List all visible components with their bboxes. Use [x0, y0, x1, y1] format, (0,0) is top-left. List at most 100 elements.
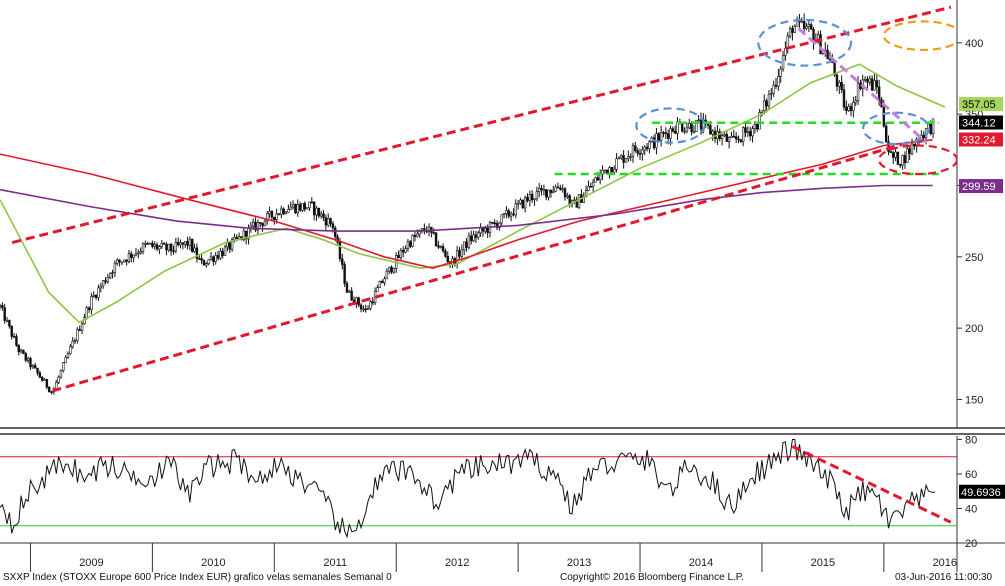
candle-body — [500, 214, 503, 224]
candle-body — [219, 250, 222, 259]
candle-body — [364, 308, 367, 311]
candle-body — [835, 74, 839, 87]
candle-body — [144, 243, 147, 245]
price-tag-label: 357.05 — [962, 99, 996, 111]
candle-body — [92, 294, 95, 297]
candle-body — [910, 143, 914, 154]
candle-body — [296, 204, 299, 214]
candle-body — [819, 34, 822, 54]
candle-body — [202, 259, 206, 266]
candle-body — [3, 307, 6, 321]
candle-body — [158, 246, 161, 250]
candle-body — [371, 301, 374, 304]
candle-body — [12, 336, 16, 338]
candle-body — [624, 158, 628, 163]
candle-body — [378, 281, 381, 288]
candle-body — [235, 237, 238, 239]
candle-body — [101, 280, 105, 287]
candle-body — [610, 166, 614, 173]
candle-body — [357, 297, 360, 306]
footer-timestamp: 03-Jun-2016 11:00:30 — [895, 572, 993, 583]
candle-body — [380, 281, 384, 284]
oscillator-value-label: 49.6936 — [961, 487, 1001, 499]
candle-body — [270, 211, 274, 218]
candle-body — [305, 207, 309, 210]
candle-body — [894, 151, 897, 158]
candle-body — [774, 84, 778, 87]
candle-body — [420, 228, 424, 231]
candle-body — [856, 82, 860, 101]
candle-body — [277, 213, 281, 216]
candle-body — [324, 217, 328, 226]
candle-body — [657, 133, 660, 141]
candle-body — [538, 188, 541, 192]
candle-body — [884, 125, 888, 143]
trendline — [11, 5, 952, 244]
candle-body — [148, 242, 152, 245]
candle-body — [308, 201, 311, 209]
candle-body — [807, 24, 811, 27]
candle-body — [563, 188, 567, 198]
candle-body — [198, 258, 201, 260]
candle-body — [460, 249, 464, 257]
candle-body — [160, 243, 163, 247]
candle-body — [732, 135, 736, 138]
candle-body — [287, 209, 290, 213]
candle-body — [470, 235, 473, 242]
candle-body — [685, 127, 689, 132]
osc-plot-area — [0, 439, 957, 539]
candle-body — [228, 242, 231, 250]
moving-average-line — [0, 139, 933, 270]
candle-body — [90, 296, 93, 310]
candle-body — [458, 250, 461, 257]
candle-body — [751, 128, 754, 137]
candle-body — [669, 128, 672, 139]
candle-body — [446, 256, 449, 263]
candle-body — [913, 143, 916, 147]
candle-body — [402, 250, 405, 253]
candle-body — [432, 232, 435, 234]
candle-body — [108, 273, 112, 278]
candle-body — [765, 100, 768, 107]
x-axis-year-label: 2010 — [201, 557, 225, 569]
candle-body — [659, 132, 663, 141]
candle-body — [97, 287, 100, 298]
candle-body — [568, 195, 571, 205]
candle-body — [615, 158, 618, 170]
candle-body — [629, 155, 632, 158]
candle-body — [788, 28, 792, 37]
candle-body — [289, 206, 292, 210]
candle-body — [125, 259, 128, 262]
candle-body — [462, 241, 466, 251]
candle-body — [587, 186, 590, 191]
candle-body — [261, 222, 264, 227]
candle-body — [406, 241, 410, 250]
candle-body — [275, 213, 278, 220]
candle-body — [310, 201, 314, 204]
candle-body — [502, 213, 506, 215]
candle-body — [280, 208, 283, 215]
x-axis-year-label: 2013 — [567, 557, 591, 569]
footer-security-description: SXXP Index (STOXX Europe 600 Price Index… — [3, 572, 392, 583]
candle-body — [805, 26, 808, 29]
candle-body — [404, 248, 407, 253]
candle-body — [652, 137, 656, 149]
candle-body — [193, 247, 196, 252]
candle-body — [165, 243, 168, 251]
candle-body — [123, 259, 126, 263]
candle-body — [17, 345, 20, 353]
candle-body — [737, 138, 740, 141]
candle-body — [641, 149, 644, 155]
candle-body — [66, 353, 70, 358]
candle-body — [174, 241, 178, 252]
candle-body — [94, 294, 98, 298]
candle-body — [493, 222, 496, 225]
price-y-tick-label: 150 — [965, 394, 983, 406]
candle-body — [254, 221, 257, 231]
candle-body — [343, 264, 346, 284]
candle-body — [106, 277, 110, 283]
candle-body — [573, 199, 576, 202]
candle-body — [31, 365, 35, 368]
candle-body — [758, 112, 761, 130]
candle-body — [908, 148, 911, 154]
